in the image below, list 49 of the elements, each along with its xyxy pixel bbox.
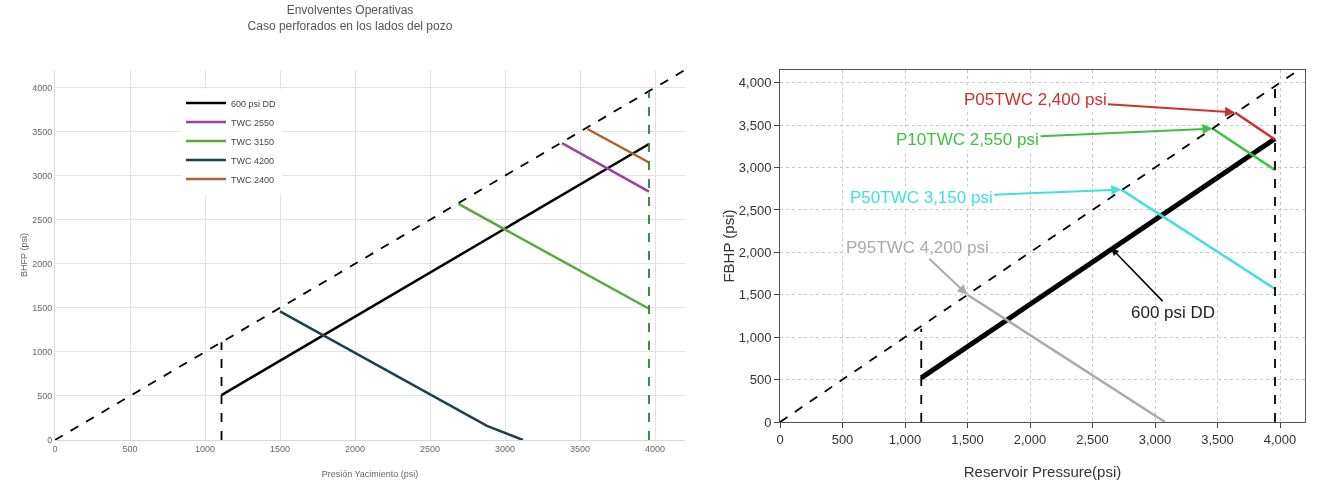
x-tick-label: 500 [122, 443, 138, 454]
annotation: 600 psi DD [1131, 303, 1216, 322]
y-tick-label: 2000 [32, 258, 53, 269]
y-axis-title: BHFP (psi) [19, 233, 29, 277]
x-tick-label: 3000 [494, 443, 516, 454]
x-tick-label: 2,500 [1076, 431, 1109, 447]
y-tick-label: 2500 [32, 214, 53, 225]
legend-label: TWC 4200 [231, 155, 275, 166]
x-tick-label: 4,000 [1263, 431, 1297, 447]
x-tick-label: 0 [776, 431, 784, 447]
y-tick-label: 0 [764, 414, 772, 430]
x-tick-label: 1,000 [888, 431, 922, 447]
y-tick-label: 1000 [32, 347, 53, 358]
y-tick-label: 1,000 [738, 329, 772, 345]
y-tick-label: 3,000 [738, 160, 772, 176]
x-tick-label: 2,000 [1013, 431, 1047, 447]
y-tick-label: 1,500 [738, 287, 772, 303]
x-axis-title: Reservoir Pressure(psi) [963, 463, 1122, 480]
x-tick-label: 1,500 [951, 431, 984, 447]
x-tick-label: 2500 [419, 443, 441, 454]
chart-title: Envolventes Operativas Caso perforados en los lados del pozo [247, 3, 453, 34]
text: P10TWC 2,550 psi [896, 130, 1039, 149]
x-tick-label: 1000 [194, 443, 216, 454]
x-tick-label: 1500 [269, 443, 291, 454]
y-tick-label: 3,500 [738, 117, 772, 133]
x-tick-label: 3,000 [1138, 431, 1172, 447]
x-axis-title: Presión Yacimiento (psi) [321, 469, 419, 479]
y-tick-label: 1500 [32, 303, 53, 314]
x-tick-label: 2000 [344, 443, 366, 454]
legend-label: TWC 2400 [231, 174, 275, 185]
text: P05TWC 2,400 psi [964, 90, 1107, 109]
text: P95TWC 4,200 psi [846, 238, 989, 257]
y-tick-label: 3000 [32, 170, 53, 181]
y-tick-label: 4,000 [738, 75, 772, 91]
y-tick-label: 3500 [32, 126, 53, 137]
x-tick-label: 3,500 [1201, 431, 1234, 447]
y-tick-label: 500 [749, 372, 772, 388]
y-axis-title: FBHP (psi) [719, 209, 737, 283]
legend-label: TWC 3150 [231, 136, 275, 147]
y-tick-label: 4000 [32, 82, 53, 93]
x-tick-label: 3500 [569, 443, 591, 454]
y-tick-label: 2,000 [738, 244, 772, 260]
x-tick-label: 4000 [644, 443, 666, 454]
y-tick-label: 500 [37, 391, 53, 402]
legend-label: TWC 2550 [231, 117, 275, 128]
y-tick-label: 2,500 [738, 202, 772, 218]
text: P50TWC 3,150 psi [850, 188, 993, 207]
legend-label: 600 psi DD [231, 98, 277, 109]
x-tick-label: 500 [831, 431, 854, 447]
